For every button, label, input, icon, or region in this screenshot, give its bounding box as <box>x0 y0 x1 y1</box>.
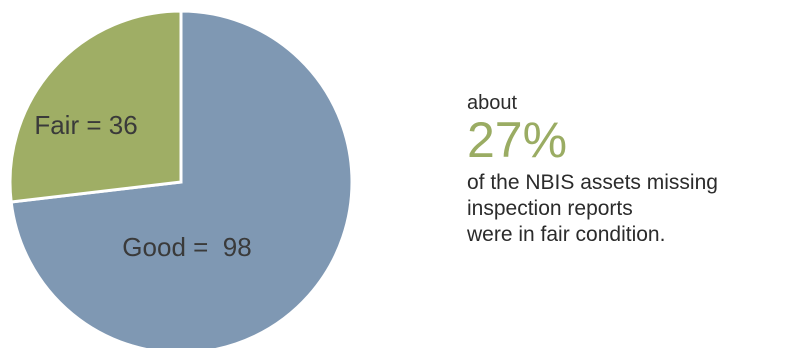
pie-label-good: Good = 98 <box>122 232 251 262</box>
callout-text: of the NBIS assets missing inspection re… <box>467 171 718 246</box>
pie-slice-fair <box>8 9 183 204</box>
pie-label-fair: Fair = 36 <box>34 110 137 140</box>
callout: about 27% of the NBIS assets missing ins… <box>467 90 718 248</box>
callout-percent: 27% <box>467 112 568 168</box>
callout-prefix: about <box>467 92 518 114</box>
pie-chart: Good = 98 Fair = 36 <box>8 9 354 348</box>
